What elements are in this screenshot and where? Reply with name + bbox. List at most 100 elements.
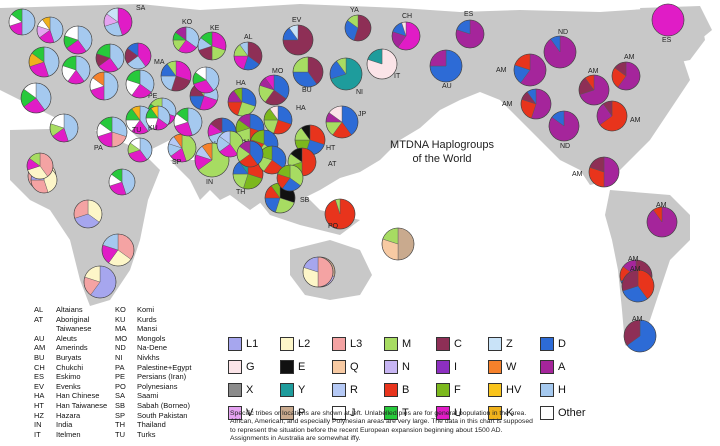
pie-outline — [429, 49, 463, 83]
legend-label: J — [350, 407, 356, 419]
map-title: MTDNA Haplogroups of the World — [372, 138, 512, 166]
abbreviation-code: MO — [115, 333, 128, 343]
pie-label: HA — [236, 80, 246, 87]
haplogroup-pie — [216, 130, 244, 158]
pie-label: AM — [502, 101, 513, 108]
legend-label: G — [246, 361, 255, 373]
haplogroup-pie — [173, 107, 203, 137]
map-title-line2: of the World — [412, 153, 472, 165]
pie-label: ES — [464, 11, 474, 18]
haplogroup-pie: NI — [329, 57, 363, 96]
haplogroup-pie: AM — [496, 53, 547, 87]
legend-swatch — [332, 383, 346, 397]
abbreviation-code: PE — [115, 372, 126, 382]
pie-label: MA — [154, 59, 165, 66]
map-title-line1: MTDNA Haplogroups — [390, 139, 494, 151]
abbreviation-meaning: Hazara — [56, 410, 81, 420]
legend-label: L1 — [246, 338, 259, 350]
pie-label: PE — [148, 93, 158, 100]
pie-label: KU — [148, 125, 158, 132]
haplogroup-pies: SAKOKEEVYACHESESALMAMOUZHABUNIITNDAUAMAM… — [8, 3, 685, 353]
legend-swatch — [384, 406, 398, 420]
legend-label: L2 — [298, 338, 311, 350]
haplogroup-pie: TH — [232, 158, 264, 196]
legend-item: U — [436, 404, 462, 422]
haplogroup-pie: IT — [366, 48, 401, 80]
haplogroup-pie — [124, 42, 152, 70]
abbreviation-meaning: Persians (Iran) — [137, 372, 187, 382]
pie-outline — [325, 105, 359, 139]
pie-label: ND — [560, 143, 570, 150]
abbreviation-code: SA — [115, 391, 126, 401]
pie-outline — [96, 116, 128, 148]
legend-label: I — [454, 361, 458, 373]
pie-outline — [95, 43, 125, 73]
pie-label: AM — [630, 266, 641, 273]
abbreviation-row: Taiwanese — [34, 324, 107, 334]
abbreviation-code: ND — [115, 343, 126, 353]
pie-label: AM — [624, 54, 635, 61]
abbreviation-row: MA Mansi — [115, 324, 191, 334]
haplogroup-pie — [302, 256, 334, 288]
abbreviation-row: SB Sabah (Borneo) — [115, 401, 191, 411]
pie-outline — [292, 56, 324, 88]
abbreviation-row: AT Aboriginal — [34, 315, 107, 325]
abbreviation-meaning: Na-Dene — [137, 343, 168, 353]
abbreviation-row: HZ Hazara — [34, 411, 107, 421]
pie-label: AM — [588, 68, 599, 75]
legend-item: Other — [540, 404, 586, 422]
abbreviation-meaning: India — [56, 420, 73, 430]
haplogroup-pie — [192, 66, 220, 94]
abbreviation-code: BU — [34, 352, 45, 362]
legend-item: W — [488, 358, 516, 376]
abbreviation-row: KU Kurds — [115, 315, 191, 325]
haplogroup-pie: MA — [154, 59, 192, 92]
legend-swatch — [488, 337, 502, 351]
pie-outline — [455, 19, 485, 49]
legend-item: E — [280, 358, 305, 376]
pie-outline — [20, 82, 52, 114]
haplogroup-pie: SP — [167, 133, 197, 166]
pie-outline — [324, 198, 356, 230]
haplogroup-pie: ES — [455, 11, 485, 49]
abbreviation-row: TH Thailand — [115, 420, 191, 430]
pie-outline — [172, 26, 200, 54]
pie-outline — [623, 319, 657, 353]
legend-label: V — [246, 407, 254, 419]
pie-label: AM — [572, 171, 583, 178]
pie-label: NI — [356, 89, 363, 96]
haplogroup-pie: HA — [227, 80, 257, 117]
haplogroup-pie: PA — [94, 116, 128, 152]
legend-swatch — [384, 337, 398, 351]
legend-label: T — [402, 407, 409, 419]
pie-outline — [101, 233, 135, 267]
pie-outline — [28, 46, 60, 78]
pie-outline — [63, 25, 93, 55]
haplogroup-pie: EV — [282, 17, 314, 56]
abbreviation-meaning: Aleuts — [56, 333, 77, 343]
legend-swatch — [332, 337, 346, 351]
legend-item: D — [540, 335, 566, 353]
legend-swatch — [488, 360, 502, 374]
legend-swatch — [332, 360, 346, 374]
haplogroup-pie — [276, 164, 304, 192]
pie-outline — [578, 74, 610, 106]
haplogroup-pie: AM — [572, 156, 620, 188]
pie-label: SB — [300, 197, 310, 204]
pie-label: SP — [172, 159, 182, 166]
pie-outline — [192, 66, 220, 94]
legend-swatch — [280, 337, 294, 351]
pie-outline — [520, 88, 552, 120]
abbreviation-code: HT — [34, 400, 44, 410]
pie-label: AM — [632, 316, 643, 323]
abbreviation-meaning: Han Chinese — [56, 391, 100, 401]
legend-swatch — [488, 383, 502, 397]
legend-label: M — [402, 338, 412, 350]
haplogroup-pie: AM — [611, 54, 641, 91]
abbreviation-meaning: Kurds — [137, 314, 157, 324]
abbreviation-code: AU — [34, 333, 45, 343]
pie-outline — [513, 53, 547, 87]
legend-item: R — [332, 381, 358, 399]
legend-item: C — [436, 335, 462, 353]
haplogroup-pie: KE — [197, 25, 227, 61]
